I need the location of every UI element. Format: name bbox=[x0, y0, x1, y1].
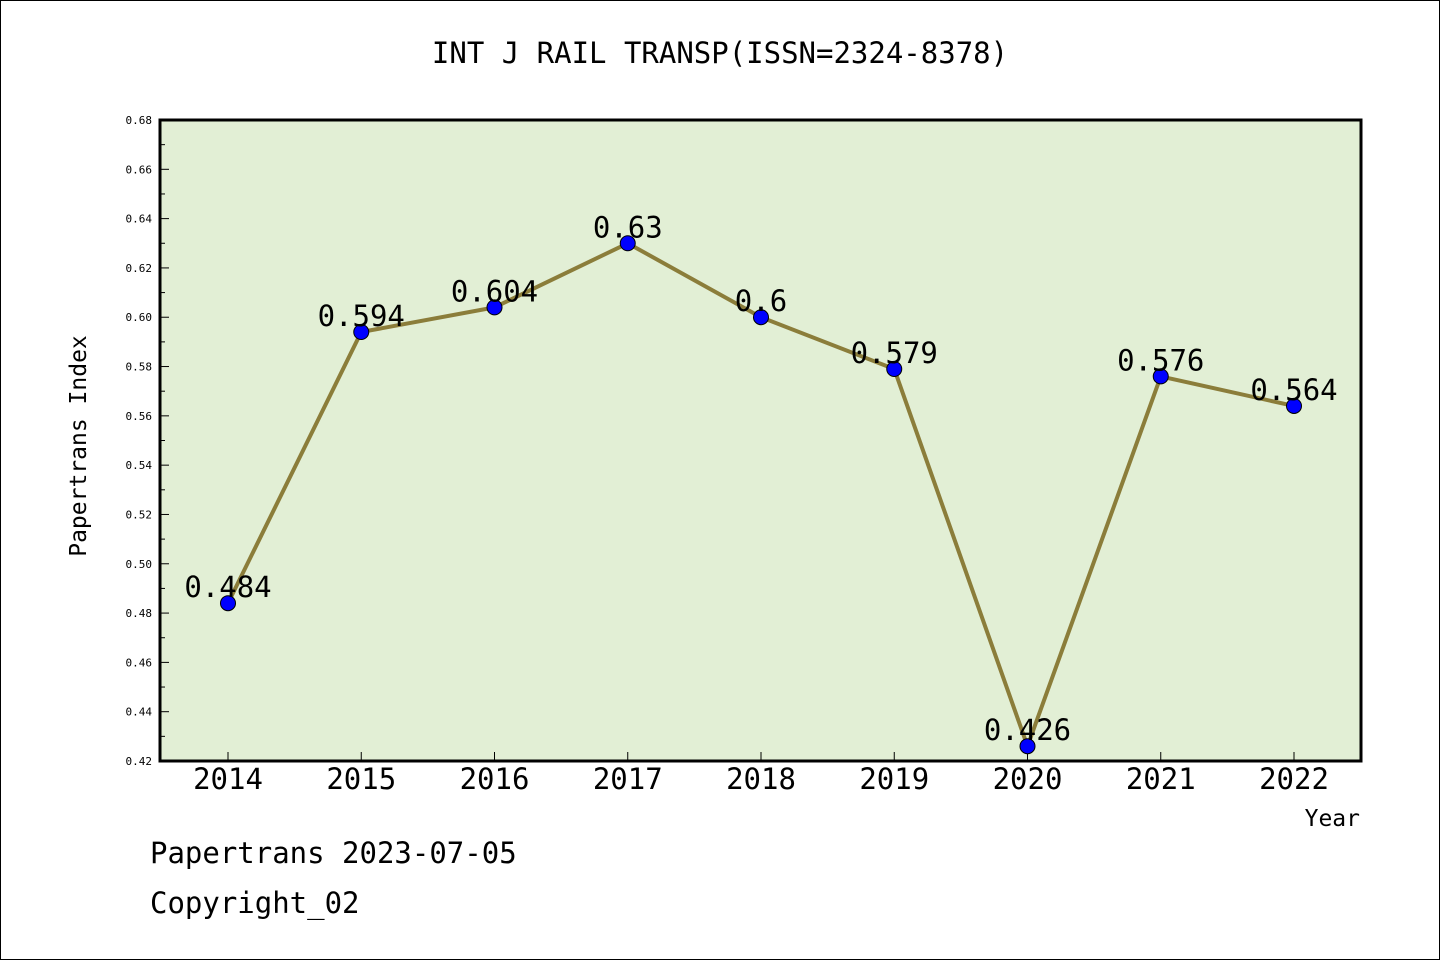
data-label: 0.564 bbox=[1250, 373, 1337, 407]
x-tick-label: 2022 bbox=[1259, 762, 1329, 796]
data-label: 0.579 bbox=[851, 336, 938, 370]
data-point-marker bbox=[886, 361, 903, 378]
data-label: 0.63 bbox=[593, 210, 663, 244]
x-tick-label: 2020 bbox=[993, 762, 1063, 796]
data-point-marker bbox=[1152, 368, 1169, 385]
footer-date-text: Papertrans 2023-07-05 bbox=[150, 836, 517, 870]
x-tick-label: 2021 bbox=[1126, 762, 1196, 796]
y-tick-label: 0.48 bbox=[126, 607, 153, 620]
data-point-marker bbox=[753, 309, 769, 326]
data-point-marker bbox=[486, 299, 503, 316]
y-tick-label: 0.52 bbox=[126, 508, 153, 521]
y-tick-label: 0.64 bbox=[126, 213, 153, 226]
y-tick-label: 0.44 bbox=[126, 706, 153, 719]
y-tick-label: 0.68 bbox=[126, 114, 153, 127]
x-axis-label: Year bbox=[1305, 806, 1360, 832]
x-tick-label: 2019 bbox=[859, 762, 929, 796]
y-tick-label: 0.66 bbox=[126, 163, 153, 176]
data-label: 0.426 bbox=[984, 713, 1071, 747]
data-point-marker bbox=[1286, 397, 1302, 414]
x-tick-label: 2016 bbox=[460, 762, 530, 796]
y-tick-label: 0.58 bbox=[126, 361, 153, 374]
y-tick-label: 0.56 bbox=[126, 410, 153, 423]
data-label: 0.604 bbox=[451, 274, 538, 308]
y-tick-label: 0.62 bbox=[126, 262, 153, 275]
y-tick-label: 0.42 bbox=[126, 755, 153, 768]
y-tick-label: 0.54 bbox=[126, 459, 153, 472]
data-label: 0.576 bbox=[1117, 343, 1204, 377]
x-tick-label: 2015 bbox=[326, 762, 396, 796]
plot-area bbox=[158, 118, 1363, 763]
y-axis-label: Papertrans Index bbox=[66, 335, 92, 557]
y-tick-label: 0.50 bbox=[126, 558, 153, 571]
x-tick-label: 2017 bbox=[593, 762, 663, 796]
data-label: 0.6 bbox=[735, 284, 787, 318]
chart-title: INT J RAIL TRANSP(ISSN=2324-8378) bbox=[431, 36, 1009, 70]
y-tick-label: 0.60 bbox=[126, 311, 153, 324]
x-tick-label: 2018 bbox=[726, 762, 796, 796]
data-label: 0.594 bbox=[318, 299, 405, 333]
footer-copyright-text: Copyright_02 bbox=[150, 886, 360, 920]
data-point-marker bbox=[1019, 738, 1036, 755]
data-point-marker bbox=[220, 595, 236, 612]
data-point-marker bbox=[619, 235, 636, 252]
data-point-marker bbox=[353, 324, 370, 341]
x-tick-label: 2014 bbox=[193, 762, 263, 796]
y-tick-label: 0.46 bbox=[126, 656, 153, 669]
data-label: 0.484 bbox=[184, 570, 271, 604]
